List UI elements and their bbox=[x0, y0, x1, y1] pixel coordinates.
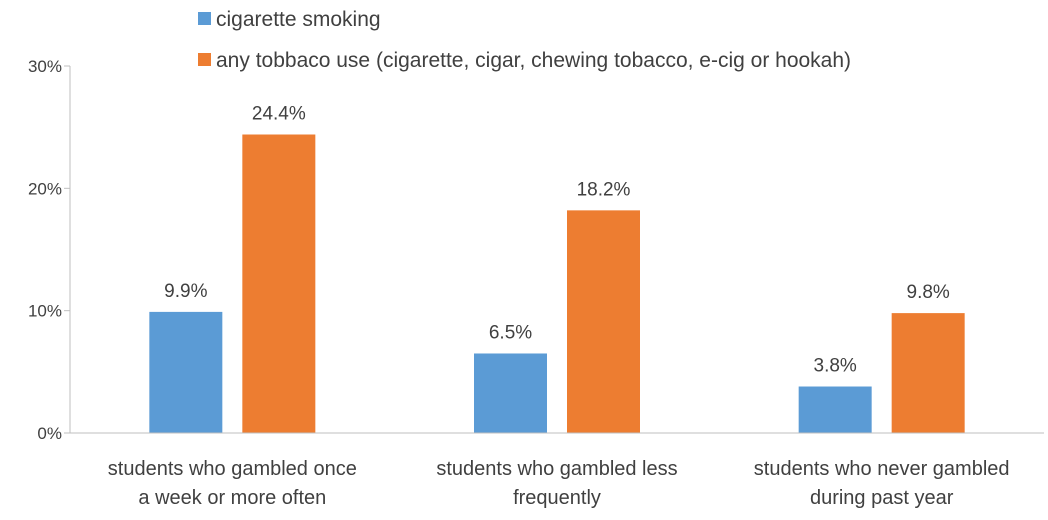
data-label: 18.2% bbox=[577, 179, 631, 200]
y-tick-label: 20% bbox=[28, 179, 62, 198]
bar-1-2 bbox=[474, 353, 547, 433]
x-category-label: students who gambled once bbox=[108, 458, 357, 480]
data-label: 6.5% bbox=[489, 322, 532, 343]
bar-1-3 bbox=[798, 386, 872, 433]
bar-1-1 bbox=[149, 311, 223, 433]
data-label: 3.8% bbox=[814, 356, 857, 377]
y-tick-label: 10% bbox=[28, 302, 62, 321]
x-category-label: a week or more often bbox=[138, 487, 326, 509]
bars bbox=[149, 134, 965, 434]
y-tick-label: 0% bbox=[37, 424, 62, 443]
legend-label-1: cigarette smoking bbox=[216, 8, 381, 31]
data-label: 24.4% bbox=[252, 104, 306, 125]
data-labels: 9.9% 24.4% 6.5% 18.2% 3.8% 9.8% bbox=[164, 104, 950, 377]
y-tick-label: 30% bbox=[28, 57, 62, 76]
x-category-label: students who never gambled bbox=[754, 458, 1010, 480]
legend: cigarette smoking any tobbaco use (cigare… bbox=[198, 8, 851, 72]
x-category-label: frequently bbox=[513, 487, 601, 509]
x-category-label: students who gambled less bbox=[436, 458, 677, 480]
x-axis: students who gambled once a week or more … bbox=[70, 432, 1044, 509]
y-axis: 0% 10% 20% 30% bbox=[28, 57, 71, 443]
bar-2-1 bbox=[242, 134, 316, 434]
bar-2-2 bbox=[567, 210, 640, 433]
legend-swatch-2 bbox=[198, 53, 211, 66]
x-category-label: during past year bbox=[810, 487, 954, 509]
bar-2-3 bbox=[891, 313, 965, 433]
data-label: 9.9% bbox=[164, 281, 207, 302]
legend-label-2: any tobbaco use (cigarette, cigar, chewi… bbox=[216, 49, 851, 72]
legend-swatch-1 bbox=[198, 12, 211, 25]
data-label: 9.8% bbox=[907, 282, 950, 303]
